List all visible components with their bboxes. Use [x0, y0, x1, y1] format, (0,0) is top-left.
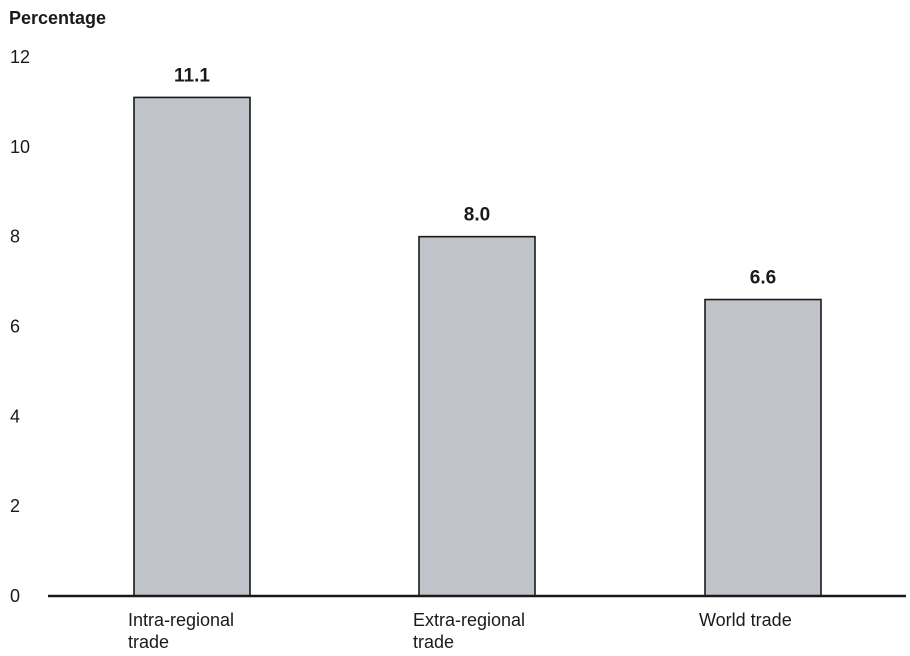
category-label: Intra-regional trade: [128, 610, 234, 651]
y-tick-label: 2: [10, 496, 20, 516]
category-label-line: Intra-regional: [128, 610, 234, 630]
category-label: Extra-regional trade: [413, 610, 525, 651]
bar-value-label: 11.1: [174, 65, 210, 86]
bar-value-label: 8.0: [464, 205, 490, 226]
bar-value-label: 6.6: [750, 268, 776, 289]
y-tick-label: 6: [10, 317, 20, 337]
category-labels: Intra-regional trade Extra-regional trade Wo…: [128, 610, 792, 652]
y-tick-label: 4: [10, 406, 20, 426]
bar: [704, 298, 822, 597]
category-label: World trade: [699, 610, 792, 630]
y-tick-label: 12: [10, 47, 30, 67]
bar: [418, 235, 536, 597]
category-label-line: trade: [413, 632, 454, 651]
bars: [133, 96, 822, 597]
y-tick-label: 8: [10, 227, 20, 247]
category-label-line: trade: [128, 632, 169, 651]
y-tick-label: 10: [10, 137, 30, 157]
bar: [133, 96, 251, 597]
y-axis-ticks: 0 2 4 6 8 10 12: [10, 47, 30, 606]
y-tick-label: 0: [10, 586, 20, 606]
data-labels: 11.1 8.0 6.6: [174, 65, 776, 288]
y-axis-label: Percentage: [9, 8, 106, 28]
category-label-line: World trade: [699, 610, 792, 630]
category-label-line: Extra-regional: [413, 610, 525, 630]
